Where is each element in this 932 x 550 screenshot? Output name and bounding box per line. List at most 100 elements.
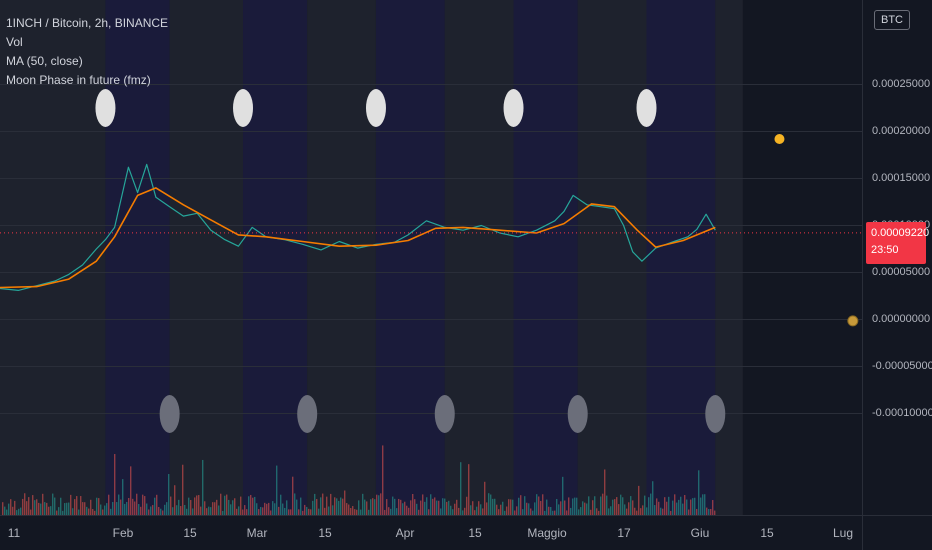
volume-bar bbox=[150, 506, 152, 515]
volume-bar bbox=[144, 496, 146, 515]
volume-bar bbox=[440, 508, 442, 515]
volume-bar bbox=[212, 502, 214, 515]
volume-bar bbox=[34, 500, 36, 515]
new-moon-marker bbox=[567, 395, 588, 433]
volume-bar bbox=[622, 497, 624, 515]
volume-bar bbox=[52, 493, 54, 515]
volume-bar bbox=[706, 507, 708, 515]
future-full-moon-marker bbox=[774, 134, 785, 145]
volume-bar bbox=[416, 503, 418, 515]
volume-bar bbox=[682, 503, 684, 515]
volume-bar bbox=[334, 497, 336, 515]
volume-bar bbox=[630, 496, 632, 515]
volume-bar bbox=[286, 500, 288, 515]
volume-bar bbox=[42, 493, 44, 515]
volume-bar bbox=[314, 493, 316, 515]
volume-bar bbox=[600, 496, 602, 515]
volume-bar bbox=[26, 501, 28, 515]
volume-bar bbox=[674, 494, 676, 515]
volume-bar bbox=[96, 497, 98, 515]
legend-moon-phase[interactable]: Moon Phase in future (fmz) bbox=[6, 73, 151, 87]
volume-bar bbox=[608, 508, 610, 515]
volume-bar bbox=[170, 496, 172, 515]
volume-bar bbox=[274, 503, 276, 515]
volume-bar bbox=[102, 509, 104, 515]
volume-bar bbox=[162, 510, 164, 515]
x-tick-label: Mar bbox=[246, 526, 268, 540]
volume-bar bbox=[656, 498, 658, 515]
volume-bar bbox=[696, 508, 698, 515]
volume-bar bbox=[618, 504, 620, 515]
y-tick-label: 0.00020000 bbox=[872, 124, 931, 137]
volume-bar bbox=[480, 504, 482, 515]
volume-bar bbox=[246, 509, 248, 515]
volume-bar bbox=[550, 507, 552, 515]
volume-bar bbox=[294, 493, 296, 515]
volume-bar bbox=[564, 500, 566, 515]
volume-bar bbox=[168, 474, 170, 515]
currency-badge[interactable]: BTC bbox=[874, 10, 910, 30]
volume-bar bbox=[124, 503, 126, 515]
volume-bar bbox=[442, 498, 444, 515]
volume-bar bbox=[676, 502, 678, 515]
volume-bar bbox=[610, 506, 612, 515]
volume-bar bbox=[214, 502, 216, 515]
volume-bar bbox=[562, 476, 564, 515]
volume-bar bbox=[484, 481, 486, 515]
x-tick-label: 17 bbox=[617, 526, 631, 540]
volume-bar bbox=[592, 500, 594, 515]
volume-bar bbox=[524, 496, 526, 515]
volume-bar bbox=[538, 496, 540, 515]
volume-bar bbox=[522, 509, 524, 515]
volume-bar bbox=[376, 494, 378, 515]
volume-bar bbox=[438, 500, 440, 515]
volume-bar bbox=[458, 507, 460, 515]
volume-bar bbox=[580, 507, 582, 515]
y-tick-label: 0.00005000 bbox=[872, 265, 931, 278]
volume-bar bbox=[394, 498, 396, 515]
volume-bar bbox=[122, 479, 124, 515]
symbol-title[interactable]: 1INCH / Bitcoin, 2h, BINANCE bbox=[6, 16, 169, 30]
volume-bar bbox=[332, 505, 334, 515]
volume-bar bbox=[206, 508, 208, 515]
volume-bar bbox=[348, 504, 350, 515]
volume-bar bbox=[252, 497, 254, 515]
volume-bar bbox=[22, 498, 24, 515]
volume-bar bbox=[178, 499, 180, 515]
volume-bar bbox=[388, 507, 390, 515]
volume-bar bbox=[694, 497, 696, 515]
moon-phase-band bbox=[444, 0, 514, 515]
x-tick-label: 11 bbox=[7, 526, 21, 540]
last-price-countdown: 23:50 bbox=[871, 244, 899, 256]
full-moon-marker bbox=[636, 89, 657, 127]
volume-bar bbox=[410, 500, 412, 515]
volume-bar bbox=[270, 510, 272, 515]
volume-bar bbox=[54, 497, 56, 515]
volume-bar bbox=[536, 494, 538, 515]
volume-bar bbox=[198, 495, 200, 515]
legend-ma[interactable]: MA (50, close) bbox=[6, 54, 83, 68]
volume-bar bbox=[638, 485, 640, 515]
volume-bar bbox=[434, 497, 436, 515]
volume-bar bbox=[412, 493, 414, 515]
last-price-value: 0.00009220 bbox=[871, 227, 930, 239]
volume-bar bbox=[58, 507, 60, 515]
volume-bar bbox=[126, 501, 128, 515]
volume-bar bbox=[648, 497, 650, 515]
volume-bar bbox=[636, 510, 638, 515]
volume-bar bbox=[428, 509, 430, 515]
legend-vol[interactable]: Vol bbox=[6, 35, 23, 49]
volume-bar bbox=[196, 495, 198, 515]
volume-bar bbox=[392, 496, 394, 515]
volume-bar bbox=[570, 507, 572, 515]
volume-bar bbox=[128, 498, 130, 515]
volume-bar bbox=[700, 497, 702, 515]
volume-bar bbox=[208, 506, 210, 515]
volume-bar bbox=[10, 499, 12, 515]
volume-bar bbox=[446, 501, 448, 515]
volume-bar bbox=[374, 499, 376, 515]
volume-bar bbox=[310, 509, 312, 515]
volume-bar bbox=[548, 506, 550, 515]
volume-bar bbox=[558, 504, 560, 515]
